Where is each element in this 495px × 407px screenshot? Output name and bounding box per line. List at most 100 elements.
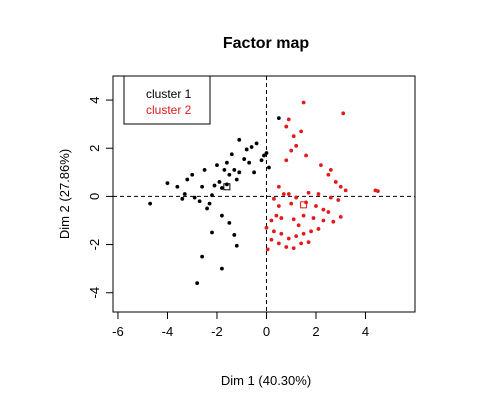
cluster-1-point (234, 177, 239, 182)
cluster-2-point (291, 246, 296, 251)
cluster-1-point (148, 201, 153, 206)
cluster-2-point (281, 192, 286, 196)
cluster-2-point (343, 188, 348, 193)
cluster-2-point (274, 213, 279, 218)
cluster-2-point (299, 241, 304, 246)
cluster-1-point (262, 153, 266, 158)
cluster-2-point (304, 153, 308, 158)
cluster-1-point (224, 182, 229, 187)
cluster-1-point (276, 116, 281, 121)
cluster-2-point (319, 163, 323, 168)
cluster-1-centroid (223, 183, 231, 191)
cluster-2-point (276, 184, 281, 189)
cluster-centroids (223, 183, 308, 209)
cluster-2-point (269, 218, 274, 223)
cluster-2-point (301, 213, 306, 218)
cluster-1-point (267, 165, 271, 170)
x-tick-label: -2 (211, 324, 223, 339)
x-tick-label: 0 (263, 324, 270, 339)
cluster-2-point (294, 234, 299, 239)
cluster-1-point (224, 160, 229, 165)
cluster-1-point (249, 145, 254, 149)
cluster-1-point (227, 172, 232, 177)
cluster-1-point (200, 184, 205, 189)
y-tick-label: 2 (87, 145, 102, 152)
cluster-2-point (289, 201, 294, 206)
cluster-1-point (237, 170, 242, 175)
cluster-2-point (276, 204, 281, 208)
legend-entry-cluster-2: cluster 2 (146, 103, 192, 117)
cluster-1-point (220, 186, 224, 190)
cluster-2-point (306, 240, 311, 245)
cluster-2-point (284, 158, 289, 163)
cluster-2-point (284, 245, 289, 249)
cluster-2-point (331, 219, 336, 224)
cluster-1-point (180, 196, 185, 201)
cluster-2-point (284, 124, 289, 129)
cluster-2-point (289, 148, 294, 153)
cluster-2-point (375, 189, 380, 194)
cluster-2-point (338, 184, 343, 189)
cluster-1-point (237, 137, 242, 142)
x-tick-label: 2 (312, 324, 319, 339)
cluster-2-point (286, 236, 291, 241)
cluster-2-point (291, 134, 296, 139)
x-tick-label: -4 (162, 324, 174, 339)
y-axis: -4 -2 0 2 4 (87, 96, 114, 299)
x-axis: -6 -4 -2 0 2 4 (112, 311, 369, 339)
cluster-2-point (328, 195, 333, 200)
cluster-1-point (192, 195, 197, 200)
cluster-1-point (182, 192, 187, 196)
cluster-2-point (311, 216, 316, 220)
legend: cluster 1 cluster 2 (123, 75, 211, 125)
cluster-2-point (294, 195, 299, 200)
cluster-2-point (294, 143, 299, 148)
legend-entry-cluster-1: cluster 1 (146, 87, 192, 101)
cluster-1-point (242, 157, 247, 161)
cluster-1-point (212, 183, 217, 188)
cluster-1-point (175, 184, 180, 189)
y-tick-label: -4 (87, 287, 102, 299)
y-tick-label: -2 (87, 239, 102, 251)
cluster-1-point (254, 141, 259, 146)
cluster-1-point (215, 163, 219, 168)
cluster-1-point (259, 158, 264, 163)
cluster-2-point (338, 214, 343, 219)
cluster-2-point (299, 129, 304, 134)
x-tick-label: -6 (112, 324, 124, 339)
cluster-1-point (252, 170, 256, 175)
cluster-1-point (202, 168, 207, 172)
cluster-2-point (314, 204, 318, 208)
cluster-2-point (269, 237, 274, 242)
cluster-2-point (286, 117, 291, 122)
cluster-1-point (264, 151, 269, 155)
cluster-1-point (220, 213, 224, 218)
cluster-2-point (306, 190, 311, 195)
legend-box (123, 75, 211, 125)
cluster-2-point (291, 217, 296, 222)
cluster-1-point (234, 243, 239, 248)
cluster-1-point (205, 206, 209, 211)
cluster-1-point (222, 168, 227, 172)
cluster-1-point (200, 254, 205, 259)
cluster-1-point (210, 193, 214, 198)
cluster-1-point (210, 230, 214, 235)
cluster-2-point (279, 216, 284, 220)
cluster-2-centroid (300, 201, 308, 209)
cluster-2-point (265, 247, 270, 252)
cluster-2-point (301, 231, 306, 236)
chart-title: Factor map (223, 35, 309, 52)
reference-lines (113, 76, 415, 312)
cluster-1-point (244, 147, 249, 152)
cluster-1-point (227, 220, 232, 225)
cluster-2-point (286, 192, 291, 196)
x-axis-label: Dim 1 (40.30%) (221, 373, 311, 388)
x-tick-label: 4 (362, 324, 369, 339)
cluster-2-point (264, 225, 269, 230)
cluster-1-point (165, 181, 170, 186)
cluster-2-point (301, 100, 306, 105)
cluster-2-point (309, 229, 313, 234)
cluster-2-point (279, 231, 284, 236)
cluster-2-point (333, 180, 338, 184)
